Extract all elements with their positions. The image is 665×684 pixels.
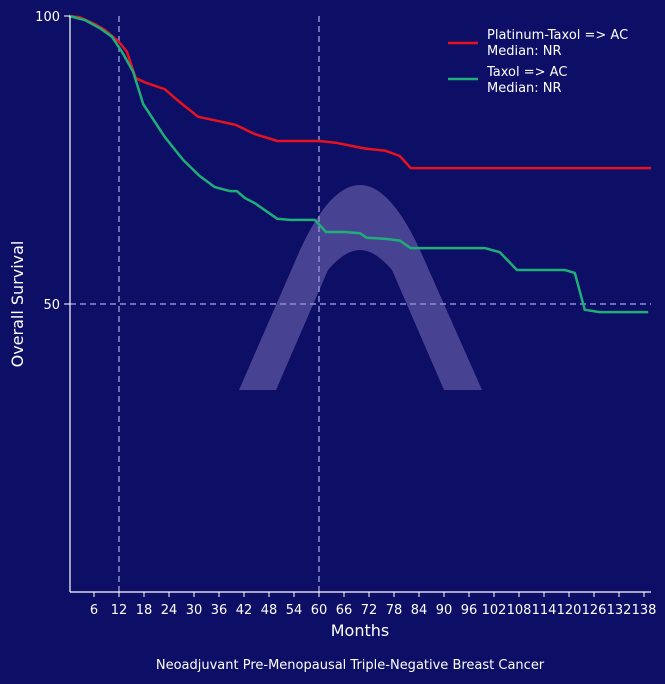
x-tick-label: 66 <box>336 603 353 618</box>
x-tick-label: 36 <box>211 603 228 618</box>
y-tick-label-50: 50 <box>43 298 60 313</box>
x-axis-ticks: 6 12 18 24 30 36 42 48 54 60 66 72 78 84 90 96 102 108 114… <box>90 592 657 618</box>
x-tick-label: 6 <box>90 603 98 618</box>
y-axis-label: Overall Survival <box>8 241 27 368</box>
series-lines <box>68 14 652 314</box>
x-tick-label: 72 <box>361 603 378 618</box>
legend-label-taxol: Taxol => AC <box>486 65 567 80</box>
x-tick-label: 90 <box>436 603 453 618</box>
y-tick-label-100: 100 <box>35 10 60 25</box>
x-tick-label: 138 <box>632 603 657 618</box>
reference-lines <box>70 16 651 592</box>
x-tick-label: 12 <box>111 603 128 618</box>
series-line-1 <box>68 14 649 314</box>
x-tick-label: 60 <box>311 603 328 618</box>
x-tick-label: 84 <box>411 603 428 618</box>
x-tick-label: 132 <box>607 603 632 618</box>
legend-median-taxol: Median: NR <box>487 81 562 96</box>
x-tick-label: 114 <box>532 603 557 618</box>
x-tick-label: 24 <box>161 603 178 618</box>
x-tick-label: 96 <box>461 603 478 618</box>
legend: Platinum-Taxol => AC Median: NR Taxol =>… <box>448 28 628 96</box>
legend-label-platinum-taxol: Platinum-Taxol => AC <box>487 28 628 43</box>
x-tick-label: 126 <box>582 603 607 618</box>
x-axis-label: Months <box>331 621 389 640</box>
chart-caption: Neoadjuvant Pre-Menopausal Triple-Negati… <box>155 658 545 673</box>
x-tick-label: 54 <box>286 603 303 618</box>
x-tick-label: 18 <box>136 603 153 618</box>
watermark-arch-icon <box>239 185 482 390</box>
x-tick-label: 78 <box>386 603 403 618</box>
x-tick-label: 102 <box>482 603 507 618</box>
x-tick-label: 42 <box>236 603 253 618</box>
x-tick-label: 108 <box>507 603 532 618</box>
x-tick-label: 120 <box>557 603 582 618</box>
legend-median-platinum-taxol: Median: NR <box>487 44 562 59</box>
x-tick-label: 48 <box>261 603 278 618</box>
x-tick-label: 30 <box>186 603 203 618</box>
